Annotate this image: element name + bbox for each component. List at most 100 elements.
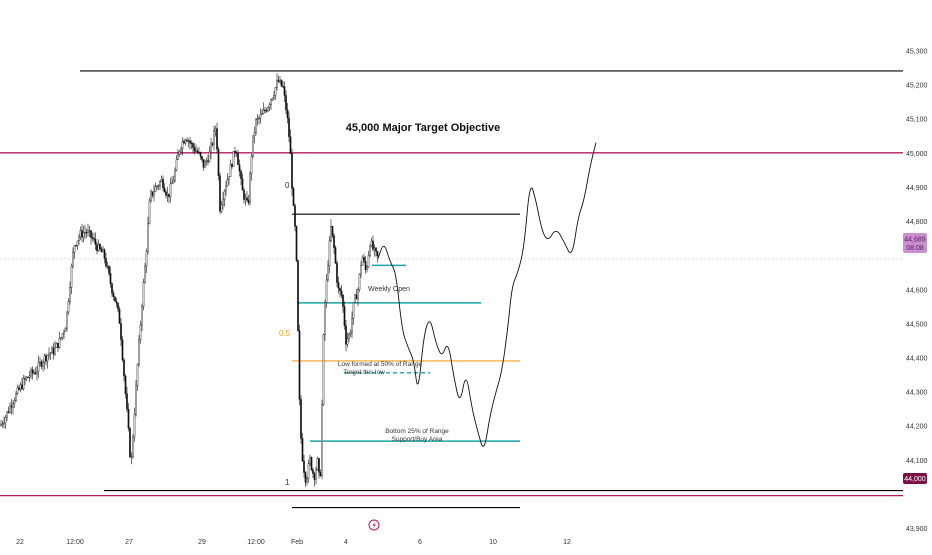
candle-body — [82, 232, 85, 238]
candle-body — [282, 85, 284, 88]
candle-body — [153, 191, 155, 196]
candle-body — [105, 258, 107, 267]
candle-body — [217, 148, 220, 177]
candle-body — [252, 135, 254, 157]
candle-body — [144, 265, 146, 283]
candle-body — [0, 423, 2, 426]
candle-body — [27, 376, 29, 379]
candle-body — [354, 294, 356, 303]
candle-body — [342, 294, 344, 307]
candle-body — [306, 478, 308, 483]
candle-body — [36, 371, 38, 375]
candle-body — [147, 223, 149, 252]
candle-body — [43, 355, 46, 363]
candle-body — [7, 411, 10, 413]
candle-body — [256, 118, 259, 120]
candle-body — [223, 190, 226, 200]
candle-body — [183, 141, 185, 144]
bottom-25-label-1: Bottom 25% of Range — [385, 428, 449, 435]
candle-body — [157, 185, 160, 187]
candle-body — [330, 225, 332, 242]
candle-body — [376, 250, 379, 257]
candle-body — [4, 416, 7, 424]
candle-body — [115, 300, 118, 304]
y-tick-label: 44,600 — [906, 287, 928, 294]
candle-body — [337, 282, 340, 289]
candle-body — [30, 369, 32, 377]
x-tick-label: 6 — [418, 539, 422, 546]
candle-body — [169, 183, 172, 198]
candle-body — [54, 347, 56, 355]
candle-body — [9, 405, 11, 413]
candle-body — [276, 80, 278, 88]
y-tick-label: 45,300 — [906, 48, 928, 55]
candle-body — [313, 473, 316, 480]
candle-body — [340, 290, 343, 296]
candle-body — [348, 333, 350, 339]
candle-body — [358, 273, 361, 290]
candle-body — [189, 140, 191, 144]
candle-body — [126, 393, 128, 410]
candle-body — [279, 79, 281, 83]
candle-body — [16, 387, 19, 394]
candle-body — [111, 283, 113, 294]
candle-body — [303, 460, 305, 473]
target-price-badge — [903, 473, 927, 484]
candle-body — [90, 230, 92, 238]
low-formed-label-1: Low formed at 50% of Range — [338, 361, 423, 368]
candle-body — [94, 238, 97, 245]
candle-body — [79, 230, 82, 238]
candle-body — [325, 279, 328, 304]
x-tick-label: 29 — [198, 539, 206, 546]
candle-body — [187, 140, 190, 142]
candle-body — [181, 141, 184, 149]
candle-body — [160, 178, 163, 182]
y-tick-label: 44,900 — [906, 185, 928, 192]
candle-body — [205, 160, 208, 163]
fib-zero-label: 0 — [285, 181, 290, 190]
candle-body — [355, 294, 358, 300]
candle-body — [363, 257, 365, 262]
candle-body — [286, 109, 289, 119]
projection-layer — [377, 142, 597, 447]
y-tick-label: 44,200 — [906, 424, 928, 431]
candle-body — [168, 193, 170, 198]
lightning-event-icon[interactable] — [368, 519, 380, 531]
candle-body — [25, 376, 28, 380]
candle-body — [73, 245, 76, 253]
y-tick-label: 44,800 — [906, 219, 928, 226]
candle-body — [24, 378, 26, 380]
candle-body — [22, 378, 25, 389]
candle-body — [262, 109, 265, 114]
candle-body — [46, 355, 49, 362]
candle-body — [331, 225, 334, 236]
candle-body — [156, 185, 158, 188]
candle-body — [201, 156, 203, 160]
candle-body — [199, 152, 202, 157]
candle-body — [304, 472, 307, 483]
candle-body — [292, 188, 295, 206]
candle-body — [229, 164, 232, 177]
target-price-label: 44,000 — [904, 476, 926, 483]
candle-body — [268, 104, 271, 108]
candle-body — [294, 205, 296, 227]
candle-body — [259, 114, 262, 119]
candle-body — [123, 359, 125, 377]
candle-body — [228, 176, 230, 180]
candle-body — [81, 230, 83, 238]
candle-body — [211, 143, 214, 145]
candle-body — [238, 164, 241, 172]
y-tick-label: 43,900 — [906, 526, 928, 533]
candle-body — [133, 414, 136, 438]
candle-body — [42, 362, 44, 367]
candle-body — [339, 287, 341, 292]
candle-body — [204, 161, 206, 168]
candle-body — [109, 273, 112, 284]
candle-body — [33, 372, 35, 374]
candle-body — [301, 438, 304, 462]
candle-body — [234, 150, 236, 153]
candle-body — [324, 302, 326, 335]
candle-body — [87, 230, 89, 233]
